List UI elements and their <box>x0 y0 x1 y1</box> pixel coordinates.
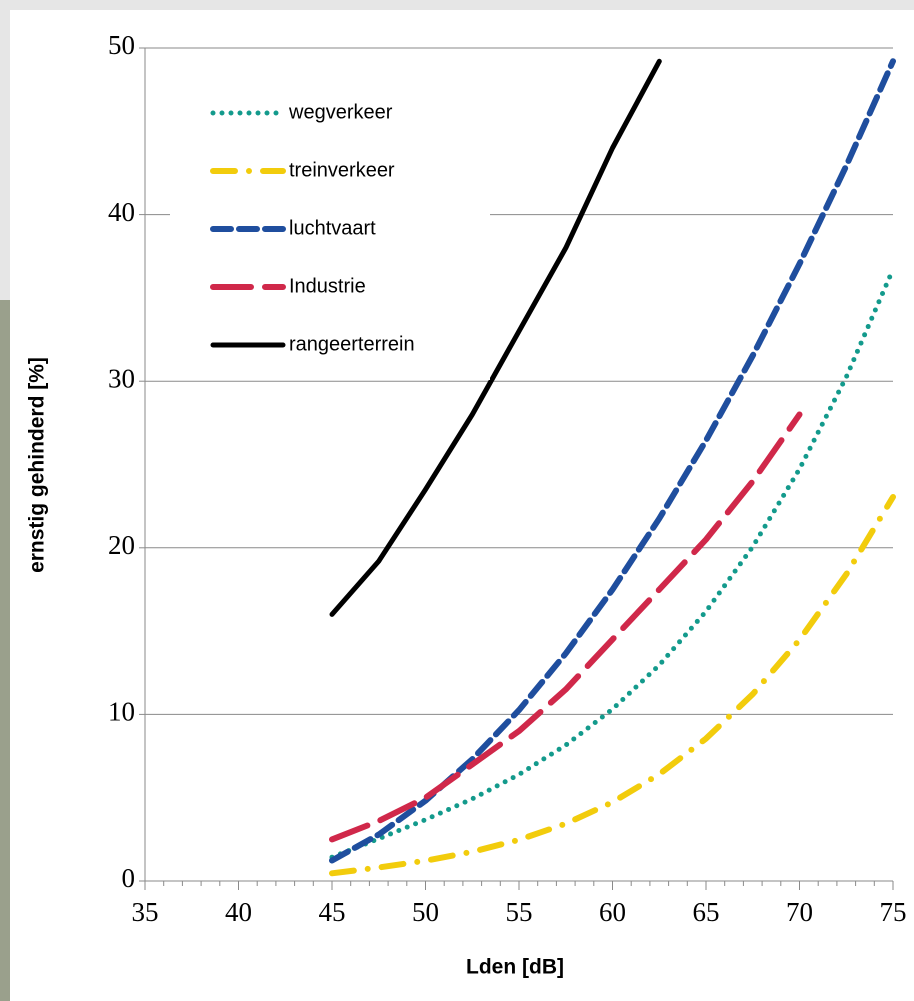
series-line <box>329 58 896 864</box>
photo-edge <box>0 300 12 1001</box>
series-line <box>329 411 803 843</box>
legend-label: rangeerterrein <box>289 333 415 355</box>
legend-label: wegverkeer <box>288 101 393 123</box>
y-tick-label: 10 <box>108 697 135 727</box>
x-tick-label: 75 <box>880 897 907 927</box>
x-tick-label: 60 <box>599 897 626 927</box>
y-tick-label: 50 <box>108 30 135 60</box>
y-axis-title: ernstig gehinderd [%] <box>26 357 49 573</box>
x-axis-title: Lden [dB] <box>466 956 564 979</box>
x-tick-label: 45 <box>319 897 346 927</box>
x-tick-label: 70 <box>786 897 813 927</box>
legend: wegverkeer treinverkeer luchtvaart Industri… <box>170 80 490 380</box>
series-line <box>329 58 662 617</box>
x-tick-label: 65 <box>693 897 720 927</box>
x-tick-label: 55 <box>506 897 533 927</box>
y-tick-label: 0 <box>122 863 136 893</box>
legend-label: Industrie <box>289 275 366 297</box>
x-tick-label: 35 <box>132 897 159 927</box>
x-tick-label: 50 <box>412 897 439 927</box>
x-tick-label: 40 <box>225 897 252 927</box>
series-line <box>329 266 896 860</box>
y-tick-label: 20 <box>108 530 135 560</box>
legend-label: treinverkeer <box>289 159 395 181</box>
legend-label: luchtvaart <box>289 217 376 239</box>
y-tick-label: 30 <box>108 363 135 393</box>
y-tick-label: 40 <box>108 197 135 227</box>
